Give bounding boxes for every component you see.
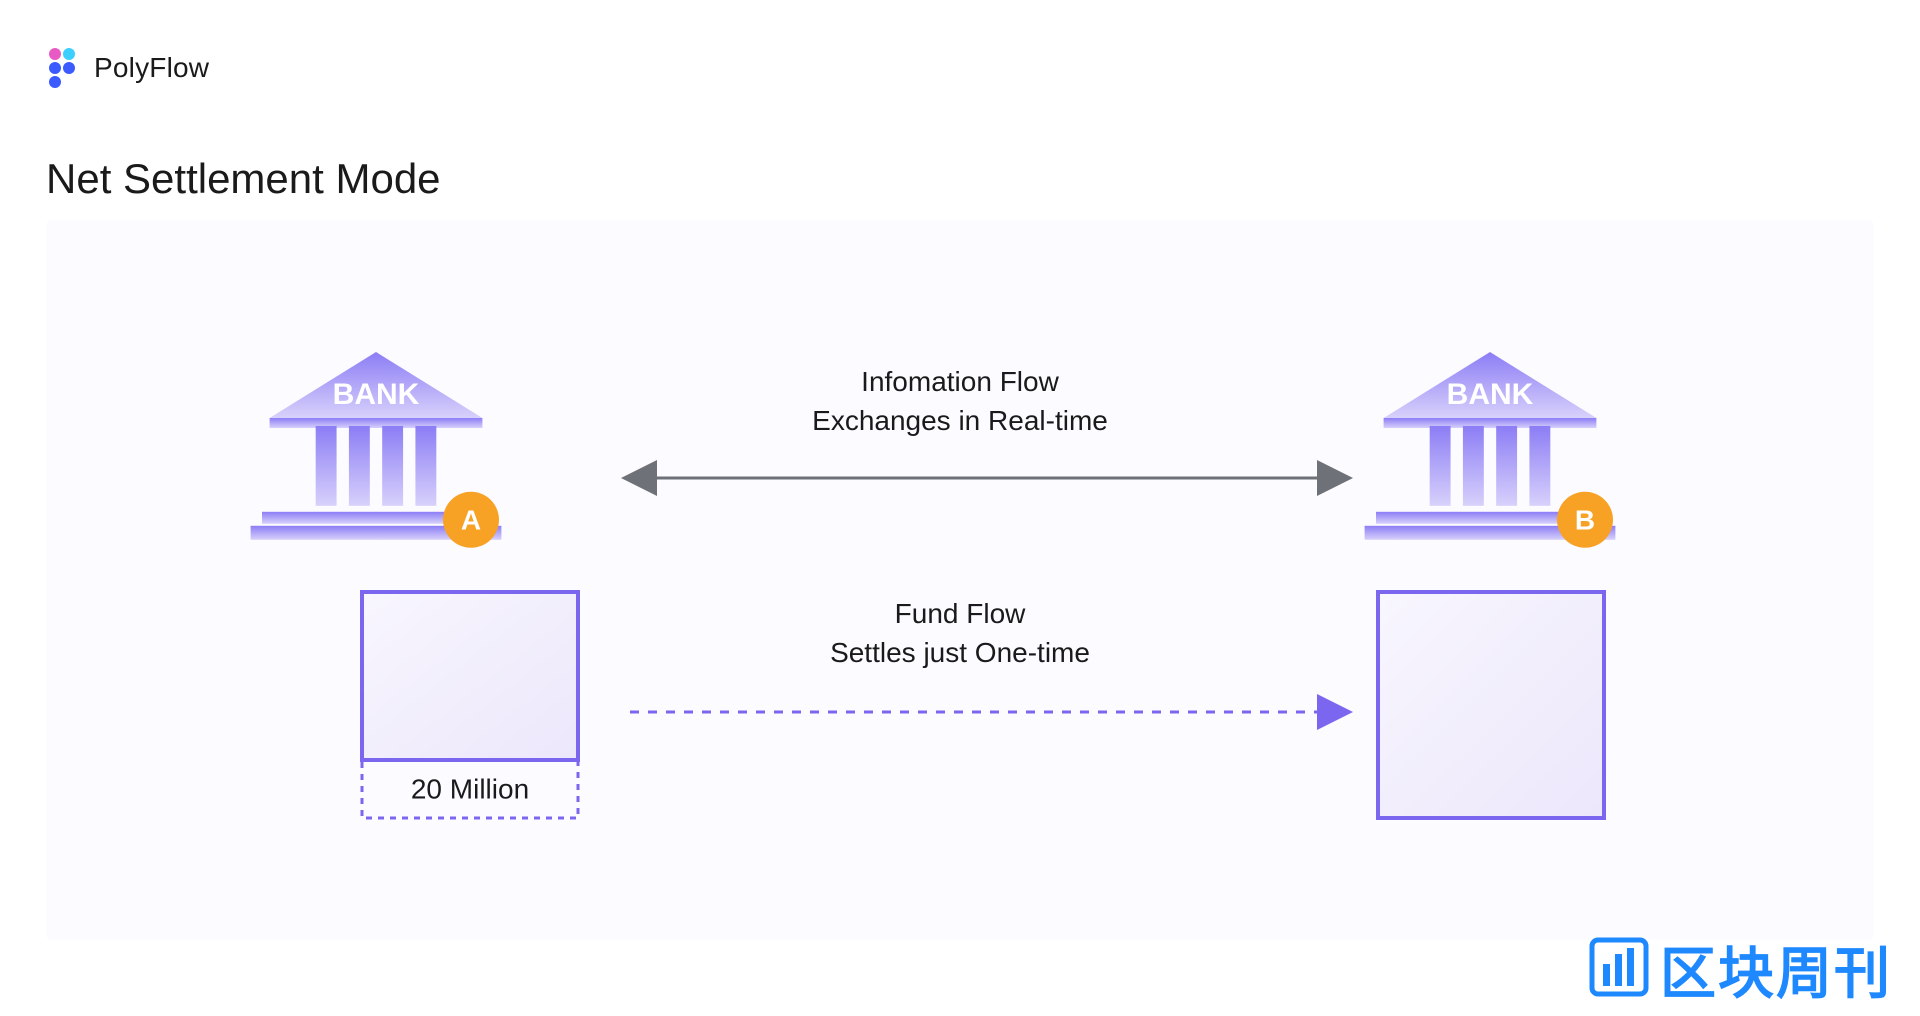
svg-text:BANK: BANK [1447, 378, 1534, 411]
fund-box-a-annex-label: 20 Million [411, 773, 529, 804]
watermark-icon [1588, 936, 1650, 1003]
watermark: 区块周刊 [1588, 929, 1892, 1010]
svg-text:BANK: BANK [333, 378, 420, 411]
fund-box-b [1378, 592, 1604, 818]
diagram-canvas: Infomation Flow Exchanges in Real-time F… [46, 220, 1874, 940]
page: PolyFlow Net Settlement Mode Infomation … [0, 0, 1920, 1016]
bank-a-icon: BANK A [251, 352, 502, 548]
fund-box-a [362, 592, 578, 760]
svg-text:B: B [1575, 504, 1595, 535]
diagram-svg: BANK A BANK B 20 Million [46, 220, 1874, 940]
page-title: Net Settlement Mode [46, 155, 441, 203]
bank-b-icon: BANK B [1365, 352, 1616, 548]
svg-text:A: A [461, 504, 481, 535]
header: PolyFlow [46, 46, 209, 90]
brand-name: PolyFlow [94, 52, 209, 84]
watermark-text: 区块周刊 [1660, 929, 1892, 1010]
polyflow-logo-icon [46, 46, 80, 90]
